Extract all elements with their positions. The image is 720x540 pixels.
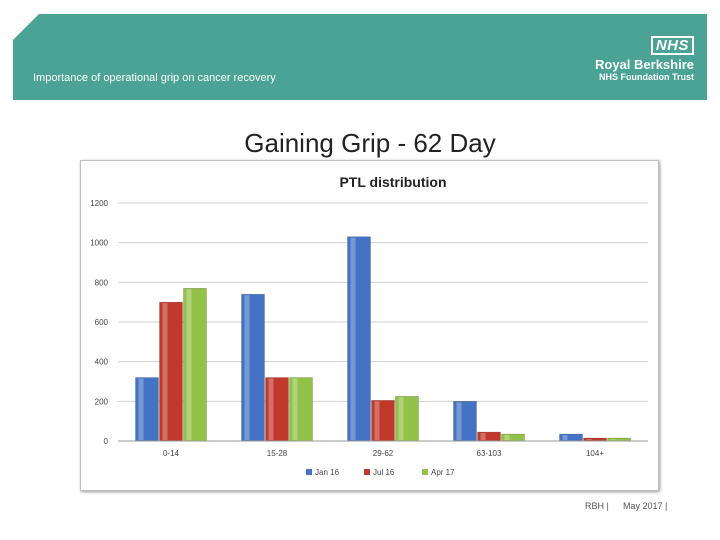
footer-org: RBH |	[585, 501, 609, 511]
bar-highlight	[186, 289, 192, 440]
bar-highlight	[244, 295, 250, 440]
bar-highlight	[268, 378, 274, 440]
logo-trust-sub: NHS Foundation Trust	[599, 72, 694, 82]
nhs-logo: NHS Royal Berkshire NHS Foundation Trust	[595, 36, 694, 82]
bar-highlight	[138, 378, 144, 440]
bar-highlight	[374, 401, 380, 440]
y-tick-label: 200	[95, 397, 109, 406]
x-tick-label: 29-62	[373, 449, 394, 458]
bar-highlight	[480, 433, 486, 440]
bar-highlight	[610, 439, 616, 440]
legend-swatch	[422, 469, 428, 475]
bar-highlight	[292, 378, 298, 440]
bar-highlight	[586, 439, 592, 440]
chart-frame: PTL distribution 0 200 400 600 800 1000 1200 0-1…	[80, 160, 659, 491]
y-tick-label: 800	[95, 278, 109, 287]
legend-label: Jul 16	[373, 468, 395, 477]
slide-title: Gaining Grip - 62 Day	[244, 128, 496, 158]
chart-title: PTL distribution	[339, 174, 446, 190]
y-tick-label: 0	[104, 437, 109, 446]
footer-date-text: May 2017	[623, 501, 663, 511]
y-tick-label: 400	[95, 358, 109, 367]
x-tick-label: 104+	[586, 449, 604, 458]
ptl-distribution-chart: PTL distribution 0 200 400 600 800 1000 1200 0-1…	[90, 174, 648, 477]
x-tick-label: 0-14	[163, 449, 180, 458]
legend-label: Jan 16	[315, 468, 340, 477]
footer-date: May 2017 |	[623, 501, 668, 511]
legend-label: Apr 17	[431, 468, 455, 477]
y-tick-label: 600	[95, 318, 109, 327]
banner-notch	[13, 14, 39, 40]
header-subtitle: Importance of operational grip on cancer…	[33, 72, 276, 84]
legend-swatch	[364, 469, 370, 475]
y-tick-label: 1200	[90, 199, 108, 208]
bar-highlight	[350, 237, 356, 440]
header-banner	[13, 14, 707, 100]
x-tick-label: 15-28	[267, 449, 288, 458]
x-tick-label: 63-103	[477, 449, 502, 458]
y-tick-label: 1000	[90, 239, 108, 248]
bar-highlight	[398, 397, 404, 440]
bar-highlight	[162, 303, 168, 440]
bar-highlight	[504, 435, 510, 440]
logo-trust-name: Royal Berkshire	[595, 57, 694, 72]
legend-swatch	[306, 469, 312, 475]
bar-highlight	[562, 435, 568, 440]
nhs-badge: NHS	[650, 36, 694, 55]
footer-org-text: RBH	[585, 501, 605, 511]
bar-highlight	[456, 402, 462, 440]
